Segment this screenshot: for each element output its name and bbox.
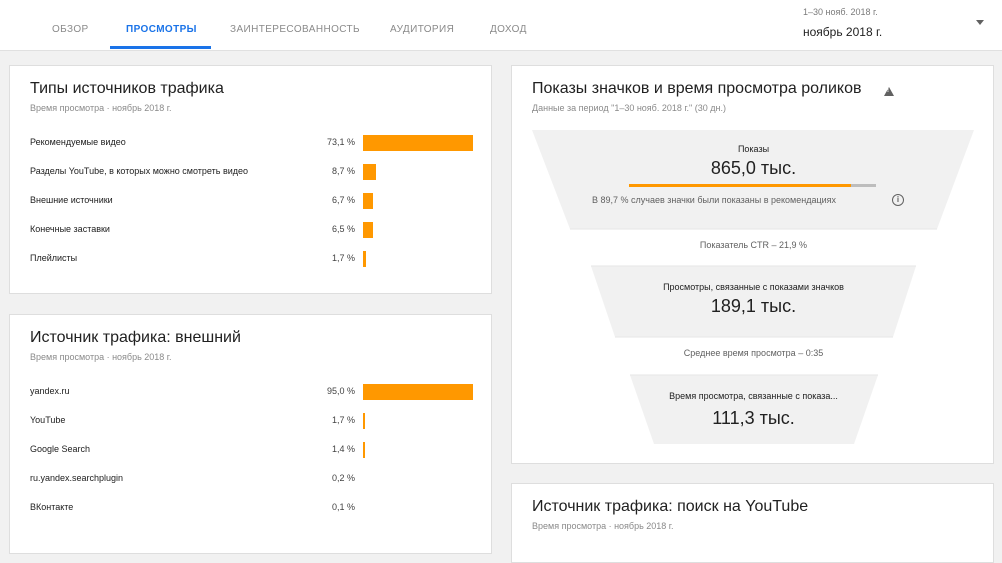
list-item-bar <box>363 222 373 238</box>
list-item[interactable]: ВКонтакте 0,1 % <box>10 498 490 518</box>
list-item-value: 1,7 % <box>331 253 355 263</box>
list-item-value: 8,7 % <box>331 166 355 176</box>
impressions-value: 865,0 тыс. <box>710 158 797 178</box>
list-item-label: Плейлисты <box>30 253 78 263</box>
list-item-value: 0,2 % <box>331 473 355 483</box>
list-item-bar <box>363 164 377 180</box>
list-item-label: Разделы YouTube, в которых можно смотрет… <box>30 166 249 176</box>
funnel-ctr-band <box>570 229 937 266</box>
list-item-bar <box>363 442 365 458</box>
card-subtitle: Время просмотра · ноябрь 2018 г. <box>30 103 172 113</box>
external-traffic-card: Источник трафика: внешний Время просмотр… <box>9 314 492 554</box>
card-title: Типы источников трафика <box>30 80 224 97</box>
funnel-duration-band <box>615 337 893 375</box>
list-item-label: YouTube <box>30 415 66 425</box>
list-item-bar <box>363 413 365 429</box>
list-item-label: Рекомендуемые видео <box>30 137 126 147</box>
list-item-bar <box>363 135 473 151</box>
list-item-label: Внешние источники <box>30 195 113 205</box>
list-item-bar <box>363 384 473 400</box>
list-item[interactable]: Разделы YouTube, в которых можно смотрет… <box>10 162 490 182</box>
list-item-label: ВКонтакте <box>30 502 74 512</box>
funnel-impressions-band <box>532 130 974 229</box>
card-subtitle: Время просмотра · ноябрь 2018 г. <box>30 352 172 362</box>
impressions-funnel-card: Показы значков и время просмотра роликов… <box>511 65 994 464</box>
list-item-label: Google Search <box>30 444 91 454</box>
watch-time-label: Время просмотра, связанные с показа... <box>669 391 838 401</box>
card-title: Источник трафика: поиск на YouTube <box>532 498 809 515</box>
list-item-value: 6,5 % <box>331 224 355 234</box>
tab-audience[interactable]: АУДИТОРИЯ <box>390 24 455 35</box>
date-range-label: 1–30 нояб. 2018 г. <box>803 7 878 17</box>
tab-engagement[interactable]: ЗАИНТЕРЕСОВАННОСТЬ <box>230 24 361 35</box>
views-value: 189,1 тыс. <box>710 296 797 316</box>
funnel-watch-band <box>630 375 878 444</box>
youtube-search-card: Источник трафика: поиск на YouTube Время… <box>511 483 994 563</box>
traffic-types-card: Типы источников трафика Время просмотра … <box>9 65 492 294</box>
list-item[interactable]: Плейлисты 1,7 % <box>10 249 490 269</box>
list-item[interactable]: ru.yandex.searchplugin 0,2 % <box>10 469 490 489</box>
card-title: Показы значков и время просмотра роликов <box>532 80 862 97</box>
list-item[interactable]: Внешние источники 6,7 % <box>10 191 490 211</box>
list-item-value: 1,4 % <box>331 444 355 454</box>
list-item-label: Конечные заставки <box>30 224 110 234</box>
funnel-views-band <box>591 266 916 337</box>
watch-time-value: 111,3 тыс. <box>712 408 795 428</box>
top-nav-bar: ОБЗОР ПРОСМОТРЫ ЗАИНТЕРЕСОВАННОСТЬ АУДИТ… <box>0 0 1002 51</box>
list-item[interactable]: yandex.ru 95,0 % <box>10 382 490 402</box>
impressions-label: Показы <box>737 144 770 154</box>
warning-icon[interactable] <box>884 87 894 96</box>
tab-views[interactable]: ПРОСМОТРЫ <box>126 24 197 35</box>
list-item[interactable]: YouTube 1,7 % <box>10 411 490 431</box>
info-icon[interactable]: i <box>892 194 904 206</box>
list-item-value: 73,1 % <box>326 137 355 147</box>
card-subtitle: Время просмотра · ноябрь 2018 г. <box>532 521 674 531</box>
list-item[interactable]: Google Search 1,4 % <box>10 440 490 460</box>
chevron-down-icon[interactable] <box>976 20 984 25</box>
list-item-value: 1,7 % <box>331 415 355 425</box>
active-tab-indicator <box>110 46 211 49</box>
list-item-label: ru.yandex.searchplugin <box>30 473 124 483</box>
list-item-value: 0,1 % <box>331 502 355 512</box>
list-item-value: 95,0 % <box>326 386 355 396</box>
list-item[interactable]: Рекомендуемые видео 73,1 % <box>10 133 490 153</box>
list-item[interactable]: Конечные заставки 6,5 % <box>10 220 490 240</box>
recommendations-note: В 89,7 % случаев значки были показаны в … <box>592 195 837 205</box>
date-picker-value[interactable]: ноябрь 2018 г. <box>803 25 883 39</box>
avg-duration-text: Среднее время просмотра – 0:35 <box>683 348 824 358</box>
card-title: Источник трафика: внешний <box>30 329 241 346</box>
recommendations-progress <box>629 184 876 187</box>
list-item-label: yandex.ru <box>30 386 70 396</box>
ctr-text: Показатель CTR – 21,9 % <box>699 240 808 250</box>
tab-overview[interactable]: ОБЗОР <box>52 24 89 35</box>
card-subtitle: Данные за период "1–30 нояб. 2018 г." (3… <box>532 103 726 113</box>
recommendations-progress-fill <box>629 184 851 187</box>
list-item-bar <box>363 193 374 209</box>
views-label: Просмотры, связанные с показами значков <box>663 282 844 292</box>
list-item-value: 6,7 % <box>331 195 355 205</box>
tab-revenue[interactable]: ДОХОД <box>490 24 527 35</box>
list-item-bar <box>363 251 366 267</box>
funnel-graphic <box>532 130 974 444</box>
